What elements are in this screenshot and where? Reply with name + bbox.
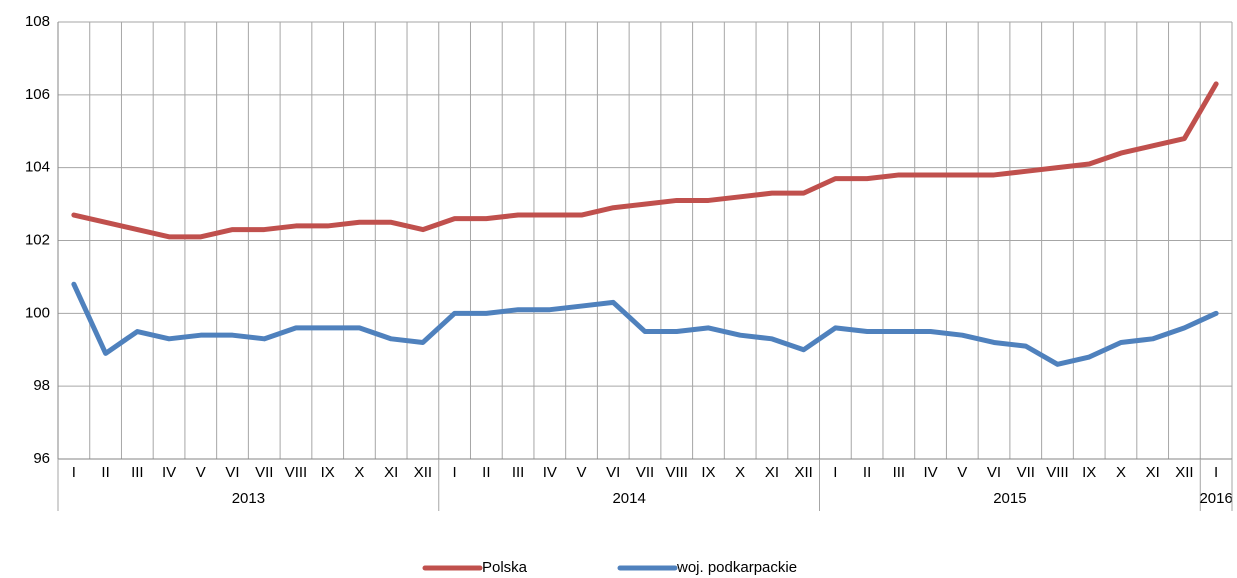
x-tick-label: IX — [1082, 464, 1096, 481]
x-tick-label: II — [101, 464, 109, 481]
x-group-label: 2016 — [1199, 490, 1232, 507]
series-line — [71, 281, 1219, 367]
x-group-label: 2015 — [993, 490, 1026, 507]
y-tick-label: 98 — [33, 377, 50, 394]
x-group-label: 2014 — [612, 490, 645, 507]
x-tick-label: I — [453, 464, 457, 481]
x-tick-label: VII — [636, 464, 654, 481]
y-tick-label: 102 — [25, 231, 50, 248]
x-tick-label: I — [1214, 464, 1218, 481]
x-tick-label: VII — [1017, 464, 1035, 481]
x-tick-label: X — [1116, 464, 1126, 481]
x-tick-label: XII — [794, 464, 812, 481]
x-tick-label: XII — [1175, 464, 1193, 481]
x-tick-label: VI — [225, 464, 239, 481]
x-tick-label: IV — [162, 464, 176, 481]
x-tick-label: I — [833, 464, 837, 481]
x-tick-label: VI — [987, 464, 1001, 481]
x-tick-label: XI — [765, 464, 779, 481]
y-tick-label: 108 — [25, 13, 50, 30]
x-tick-label: X — [735, 464, 745, 481]
legend-label: Polska — [482, 559, 528, 576]
series-line — [71, 81, 1219, 240]
x-tick-label: III — [893, 464, 906, 481]
x-tick-label: V — [957, 464, 967, 481]
x-tick-label: XII — [414, 464, 432, 481]
x-tick-label: VIII — [1046, 464, 1069, 481]
x-tick-label: III — [512, 464, 525, 481]
legend-label: woj. podkarpackie — [676, 559, 797, 576]
y-tick-label: 106 — [25, 86, 50, 103]
x-group-label: 2013 — [232, 490, 265, 507]
x-tick-label: IX — [321, 464, 335, 481]
x-tick-label: III — [131, 464, 144, 481]
y-tick-label: 96 — [33, 450, 50, 467]
x-tick-label: II — [863, 464, 871, 481]
x-tick-label: V — [196, 464, 206, 481]
x-tick-label: XI — [384, 464, 398, 481]
x-tick-label: X — [354, 464, 364, 481]
x-tick-label: IV — [543, 464, 557, 481]
x-tick-label: VIII — [665, 464, 688, 481]
x-tick-label: IX — [701, 464, 715, 481]
x-tick-label: II — [482, 464, 490, 481]
x-tick-label: VI — [606, 464, 620, 481]
x-tick-label: VIII — [285, 464, 308, 481]
x-tick-label: I — [72, 464, 76, 481]
y-tick-label: 100 — [25, 304, 50, 321]
x-tick-label: V — [577, 464, 587, 481]
x-tick-label: IV — [923, 464, 937, 481]
x-tick-label: XI — [1146, 464, 1160, 481]
x-tick-label: VII — [255, 464, 273, 481]
y-tick-label: 104 — [25, 159, 50, 176]
